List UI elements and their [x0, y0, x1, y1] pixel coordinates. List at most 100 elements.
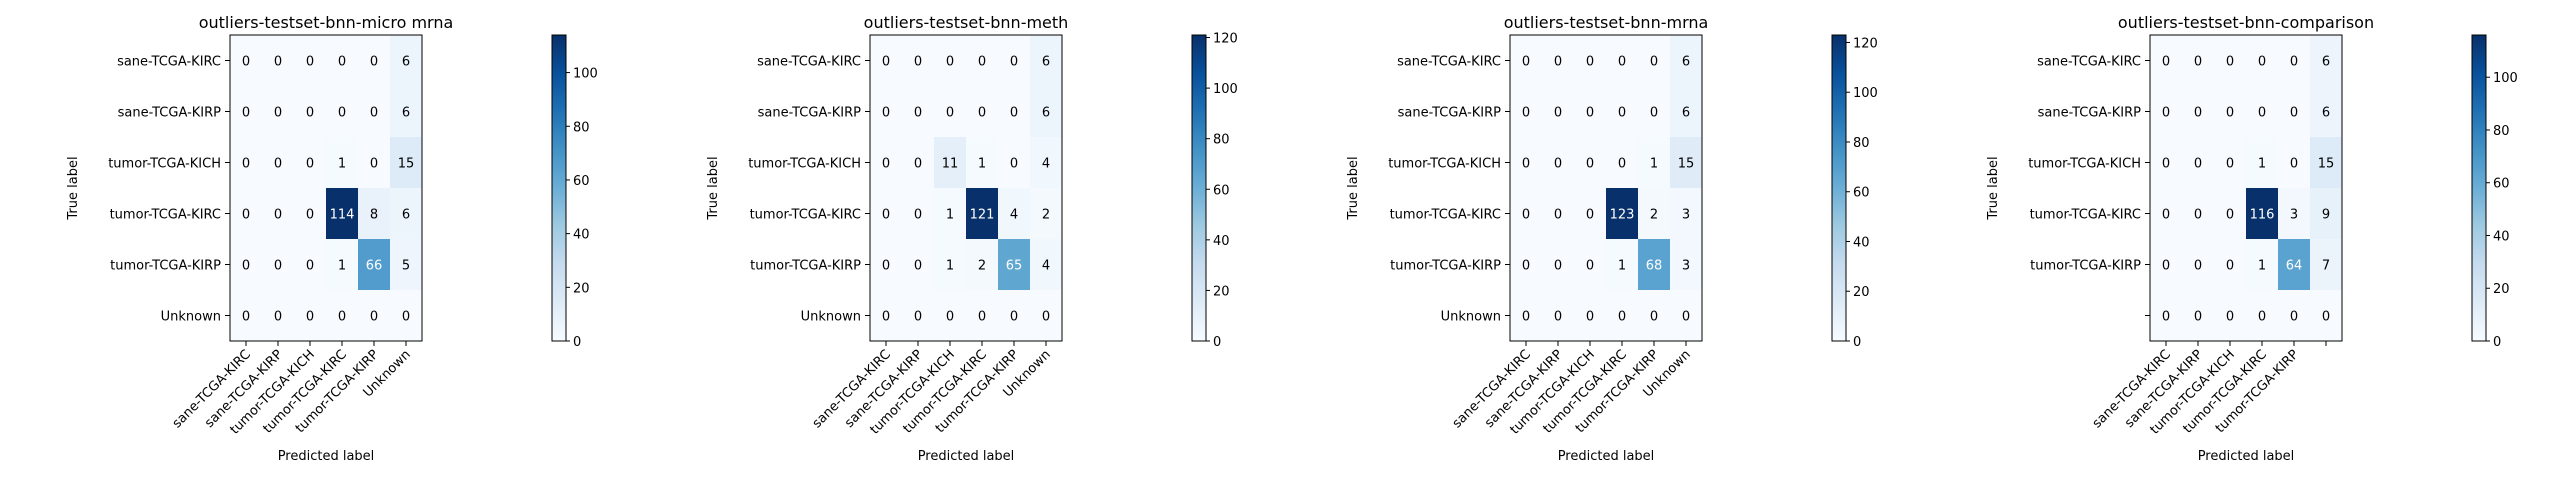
cell-value-label: 6: [1042, 106, 1050, 121]
y-tick-label: tumor-TCGA-KIRC: [2030, 208, 2141, 223]
cell-value-label: 0: [1618, 55, 1626, 70]
y-tick-label: tumor-TCGA-KICH: [108, 157, 221, 172]
cell-value-label: 0: [1522, 208, 1530, 223]
heatmap-cell: [1574, 239, 1607, 291]
heatmap-cell: [966, 188, 999, 240]
colorbar-tick-label: 20: [573, 281, 590, 296]
cell-value-label: 0: [1586, 55, 1594, 70]
cell-value-label: 0: [306, 310, 314, 325]
heatmap-cell: [2214, 86, 2247, 138]
cell-value-label: 0: [2258, 55, 2266, 70]
heatmap-cell: [966, 290, 999, 342]
cell-value-label: 0: [1586, 106, 1594, 121]
heatmap-cell: [2278, 137, 2311, 189]
cell-value-label: 0: [306, 106, 314, 121]
cell-value-label: 0: [2226, 259, 2234, 274]
cell-value-label: 0: [338, 106, 346, 121]
y-tick-label: tumor-TCGA-KIRC: [1390, 208, 1501, 223]
heatmap-cell: [870, 137, 903, 189]
heatmap-cell: [1542, 239, 1575, 291]
heatmap-cell: [230, 137, 263, 189]
colorbar-tick-label: 120: [1213, 32, 1238, 47]
heatmap-cell: [326, 86, 359, 138]
cell-value-label: 0: [2194, 310, 2202, 325]
plot-frame: [1509, 34, 1703, 342]
chart-title: outliers-testset-bnn-mrna: [1504, 13, 1709, 32]
cell-value-label: 0: [1522, 106, 1530, 121]
heatmap-cell: [1670, 35, 1703, 87]
heatmap-cell: [1510, 35, 1543, 87]
heatmap-cell: [2310, 35, 2343, 87]
y-tick-label: sane-TCGA-KIRC: [757, 55, 861, 70]
heatmap-cell: [1606, 239, 1639, 291]
heatmap-cell: [2278, 239, 2311, 291]
colorbar-tick-label: 80: [573, 120, 590, 135]
cell-value-label: 0: [242, 310, 250, 325]
heatmap-cell: [2246, 188, 2279, 240]
colorbar-tick-label: 60: [573, 174, 590, 189]
heatmap-cell: [358, 86, 391, 138]
y-tick-label: tumor-TCGA-KIRC: [750, 208, 861, 223]
y-tick-label: sane-TCGA-KIRP: [118, 106, 221, 121]
heatmap-cell: [998, 188, 1031, 240]
cell-value-label: 0: [274, 55, 282, 70]
cell-value-label: 0: [2194, 55, 2202, 70]
heatmap-cell: [998, 290, 1031, 342]
cell-value-label: 0: [1650, 106, 1658, 121]
cell-value-label: 0: [978, 106, 986, 121]
heatmap-cell: [1542, 35, 1575, 87]
cell-value-label: 6: [2322, 55, 2330, 70]
cell-value-label: 0: [946, 106, 954, 121]
heatmap-cell: [1574, 137, 1607, 189]
cell-value-label: 5: [402, 259, 410, 274]
colorbar-frame: [1831, 34, 1847, 342]
colorbar-tick-label: 100: [1213, 82, 1238, 97]
heatmap-cell: [2150, 290, 2183, 342]
heatmap-cell: [2214, 290, 2247, 342]
x-axis-label: Predicted label: [918, 449, 1015, 464]
heatmap-cell: [1510, 290, 1543, 342]
heatmap-cell: [390, 188, 423, 240]
cell-value-label: 0: [882, 106, 890, 121]
heatmap-cell: [1670, 290, 1703, 342]
heatmap-cell: [390, 239, 423, 291]
cell-value-label: 0: [242, 208, 250, 223]
colorbar-frame: [2471, 34, 2487, 342]
cell-value-label: 0: [1650, 310, 1658, 325]
cell-value-label: 0: [1010, 157, 1018, 172]
heatmap-cell: [2278, 86, 2311, 138]
cell-value-label: 0: [914, 106, 922, 121]
heatmap-cell: [1638, 290, 1671, 342]
heatmap-cell: [934, 290, 967, 342]
cell-value-label: 0: [2226, 55, 2234, 70]
heatmap-cell: [2246, 290, 2279, 342]
cell-value-label: 0: [2258, 310, 2266, 325]
heatmap-cell: [1670, 239, 1703, 291]
cell-value-label: 0: [1010, 106, 1018, 121]
cell-value-label: 0: [2226, 208, 2234, 223]
cell-value-label: 116: [2250, 208, 2275, 223]
cell-value-label: 0: [1522, 157, 1530, 172]
heatmap-cell: [998, 137, 1031, 189]
cell-value-label: 4: [1042, 259, 1050, 274]
cell-value-label: 2: [1650, 208, 1658, 223]
cell-value-label: 3: [1682, 259, 1690, 274]
heatmap-cell: [966, 86, 999, 138]
heatmap-cell: [1606, 137, 1639, 189]
colorbar-tick-label: 60: [1853, 186, 1870, 201]
heatmap-cell: [2310, 239, 2343, 291]
heatmap-cell: [1638, 35, 1671, 87]
colorbar-frame: [551, 34, 567, 342]
heatmap-cell: [966, 35, 999, 87]
y-tick-label: sane-TCGA-KIRC: [2037, 55, 2141, 70]
cell-value-label: 0: [914, 310, 922, 325]
cell-value-label: 0: [914, 55, 922, 70]
cell-value-label: 0: [2194, 259, 2202, 274]
heatmap-cell: [294, 137, 327, 189]
cell-value-label: 0: [242, 106, 250, 121]
cell-value-label: 9: [2322, 208, 2330, 223]
cell-value-label: 0: [2290, 310, 2298, 325]
